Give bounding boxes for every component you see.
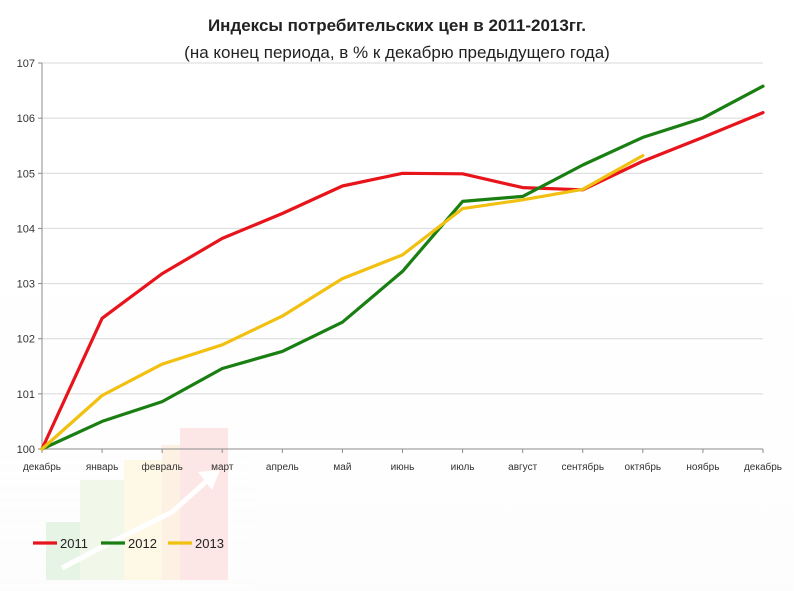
y-tick-label: 107 [17, 58, 35, 70]
x-tick-label: апрель [266, 462, 299, 473]
legend-label-2012: 2012 [128, 536, 157, 551]
legend-label-2011: 2011 [60, 536, 88, 551]
x-tick-label: декабрь [744, 461, 782, 473]
y-tick-label: 105 [17, 168, 35, 180]
series-lines [40, 84, 765, 451]
background-growth-graphic [0, 100, 794, 591]
x-tick-label: январь [86, 462, 118, 473]
y-tick-label: 102 [17, 334, 35, 346]
chart-subtitle: (на конец периода, в % к декабрю предыду… [184, 43, 610, 62]
x-tick-label: ноябрь [686, 461, 719, 473]
series-line-2012 [40, 84, 765, 451]
y-tick-label: 104 [17, 223, 35, 235]
y-tick-label: 101 [17, 389, 35, 401]
series-line-2011 [40, 110, 765, 451]
x-tick-label: сентябрь [561, 461, 604, 473]
y-axis-ticks: 100 101 102 103 104 105 106 107 [17, 58, 42, 456]
x-tick-label: май [333, 462, 351, 473]
legend-label-2013: 2013 [195, 536, 224, 551]
x-tick-label: февраль [142, 461, 183, 473]
x-tick-label: декабрь [23, 461, 61, 473]
x-tick-label: октябрь [625, 461, 662, 473]
y-tick-label: 103 [17, 279, 35, 291]
x-tick-label: июль [451, 462, 475, 473]
y-tick-label: 106 [17, 113, 35, 125]
x-tick-label: март [211, 462, 234, 473]
legend: 2011 2012 2013 [33, 536, 224, 551]
series-line-2013 [40, 154, 645, 451]
x-tick-label: август [508, 462, 537, 473]
x-axis-ticks: декабрь январь февраль март апрель май июнь июл… [23, 449, 782, 473]
x-tick-label: июнь [391, 462, 415, 473]
y-tick-label: 100 [17, 444, 35, 456]
chart-title: Индексы потребительских цен в 2011-2013г… [207, 16, 587, 35]
